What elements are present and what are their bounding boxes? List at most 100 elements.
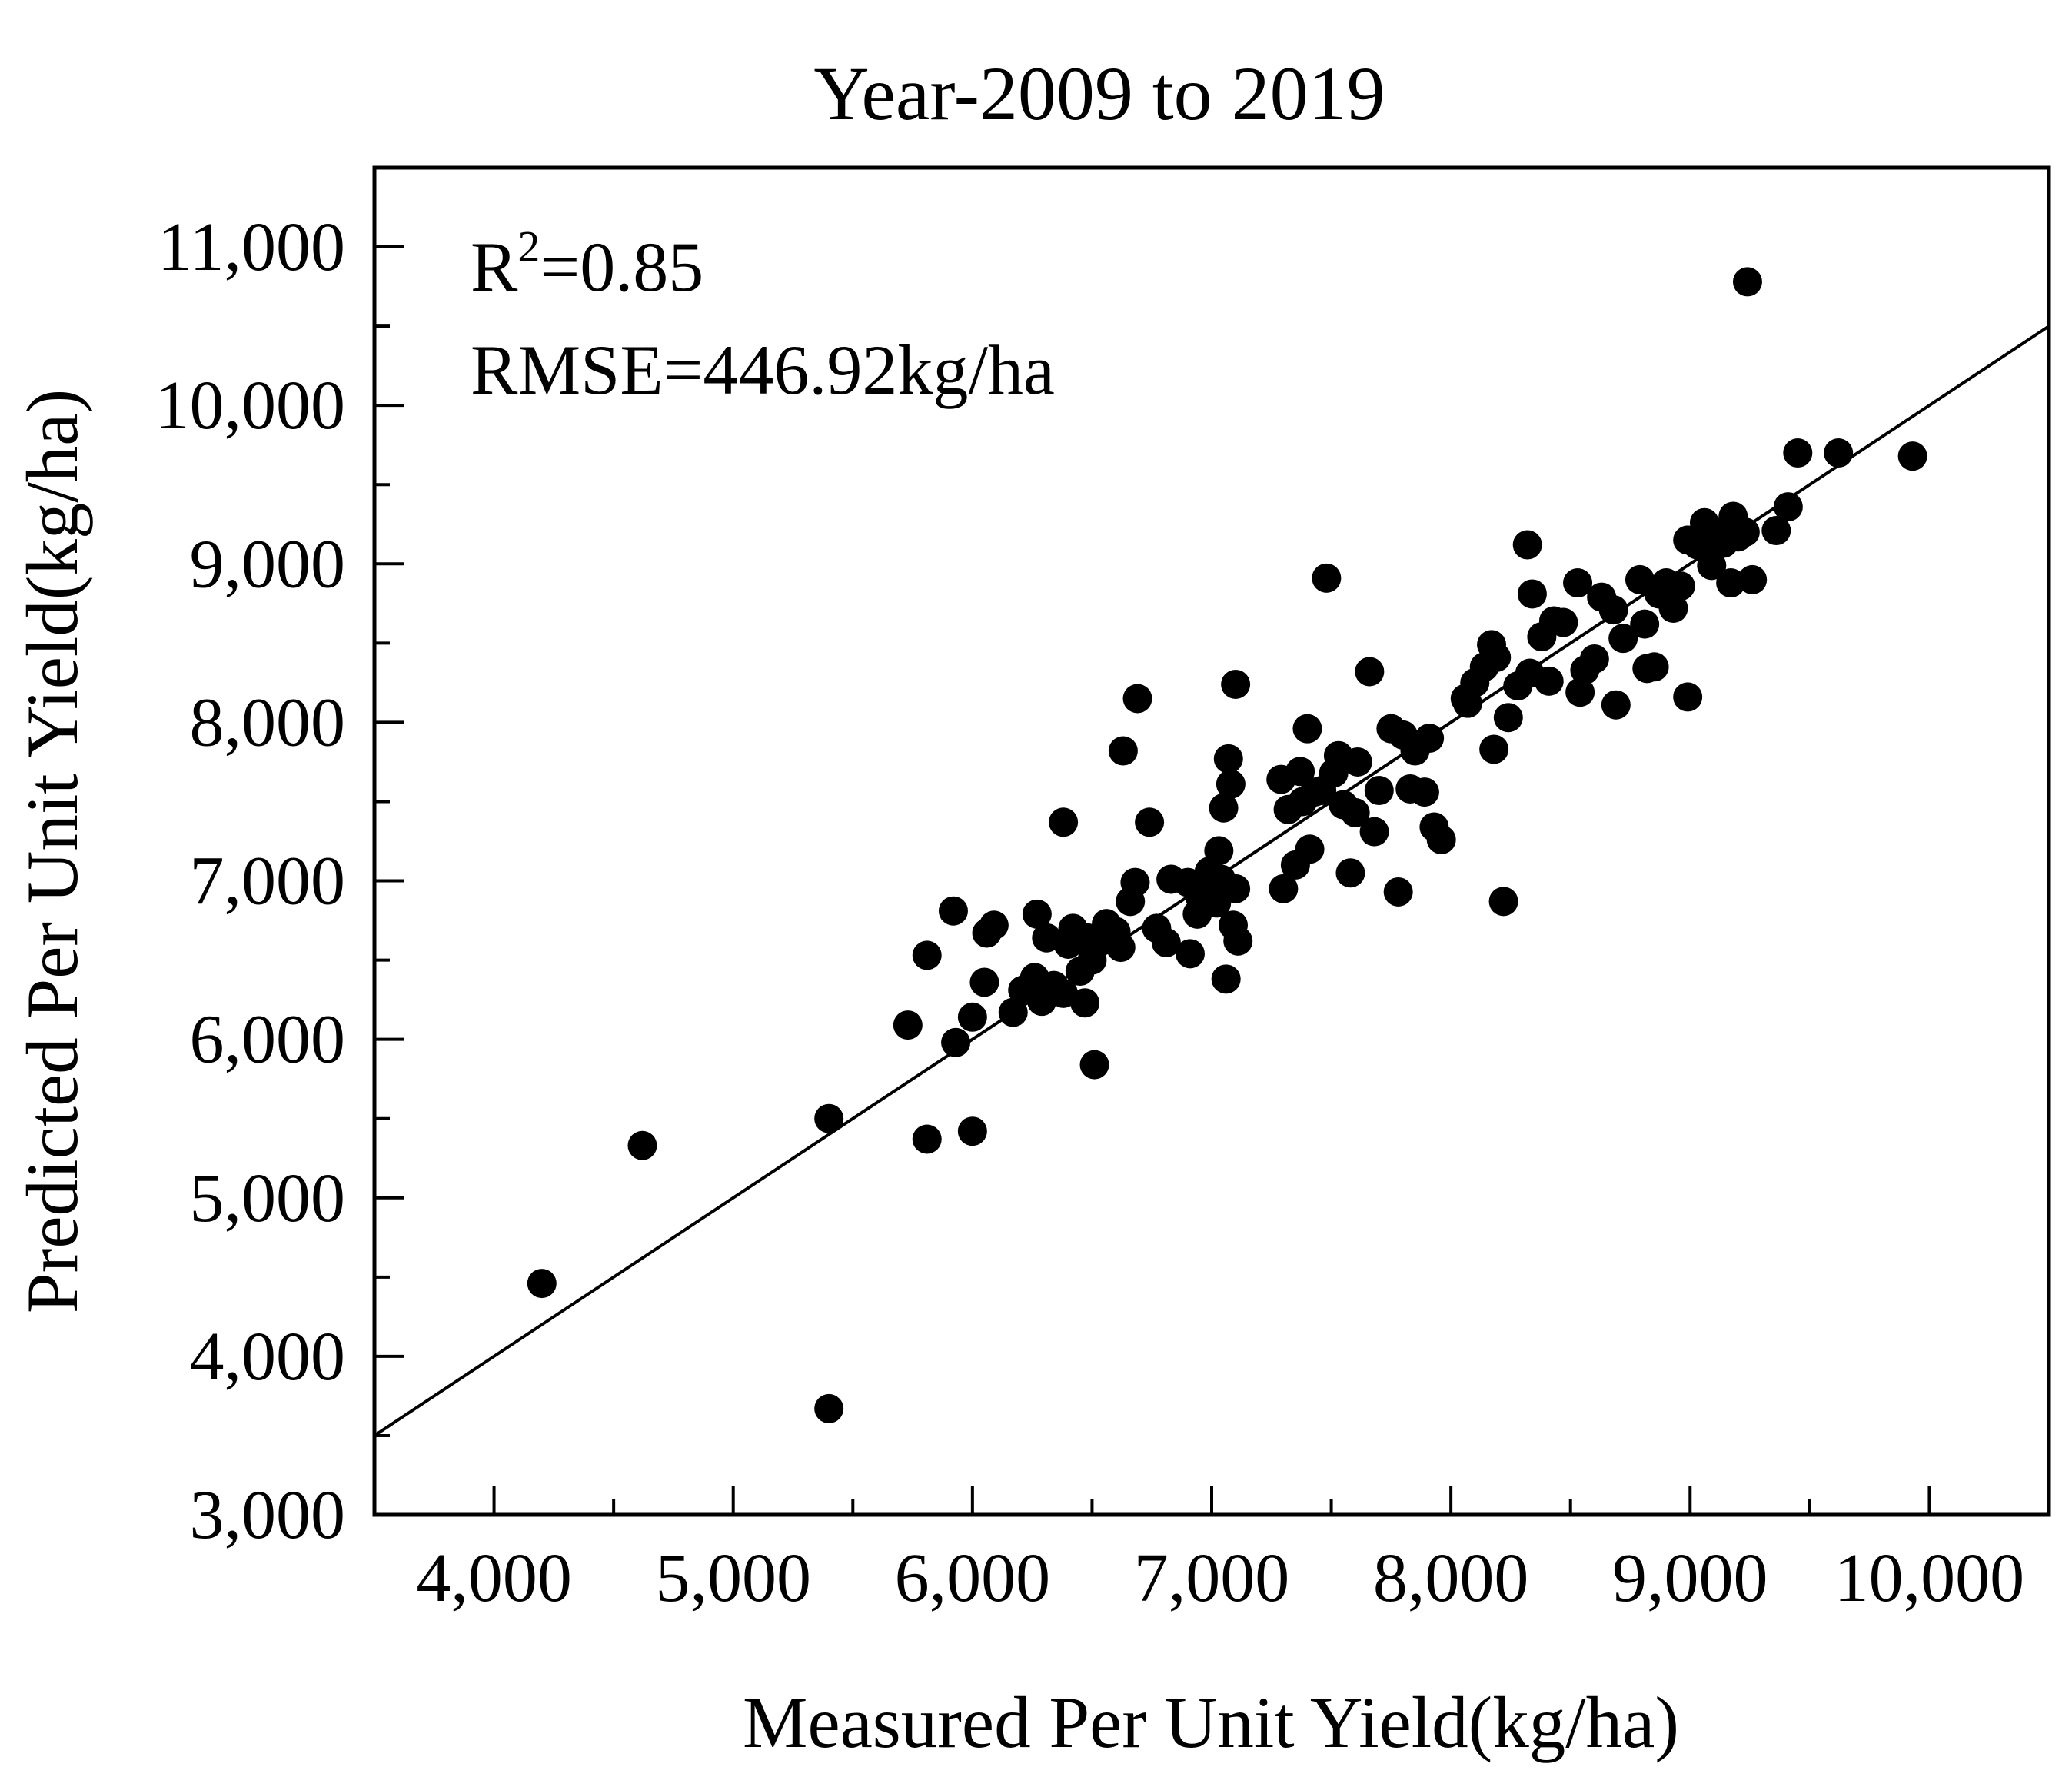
data-point: [912, 940, 942, 970]
data-point: [1340, 797, 1370, 827]
y-tick-label: 8,000: [190, 684, 346, 760]
data-point: [1601, 690, 1631, 720]
data-point: [1070, 988, 1100, 1018]
data-point: [1355, 657, 1385, 687]
data-point: [1269, 874, 1299, 903]
data-point: [1122, 684, 1152, 714]
data-point: [1479, 734, 1509, 764]
r2-superscript: 2: [517, 221, 540, 271]
data-point: [1049, 807, 1079, 837]
data-point: [1608, 624, 1638, 654]
data-point: [1415, 724, 1445, 754]
data-point: [814, 1393, 844, 1423]
data-point: [1897, 441, 1927, 471]
data-point: [1175, 939, 1205, 969]
data-point: [1342, 747, 1372, 777]
y-tick-label: 4,000: [190, 1319, 346, 1395]
data-point: [1285, 757, 1315, 787]
x-tick-label: 4,000: [416, 1540, 572, 1616]
data-point: [1312, 563, 1342, 593]
data-point: [1383, 877, 1413, 907]
data-point: [998, 997, 1028, 1027]
data-point: [1426, 824, 1456, 854]
data-point: [1211, 964, 1241, 994]
chart-title: Year-2009 to 2019: [813, 51, 1385, 136]
y-tick-label: 6,000: [190, 1002, 346, 1078]
data-point: [527, 1269, 557, 1299]
data-point: [1409, 777, 1439, 807]
y-tick-label: 7,000: [190, 844, 346, 920]
x-tick-label: 6,000: [895, 1540, 1051, 1616]
data-point: [1204, 836, 1234, 866]
data-point: [1732, 267, 1762, 297]
data-point: [1151, 927, 1181, 957]
plot-frame: [372, 165, 2051, 1517]
data-point: [1488, 887, 1518, 917]
y-tick-label: 10,000: [155, 368, 346, 444]
data-point: [1579, 644, 1609, 674]
data-point: [1223, 926, 1253, 956]
y-tick-label: 11,000: [158, 209, 345, 285]
axis-tick-labels: 4,000 5,000 6,000 7,000 8,000 9,000 10,000 3,00…: [155, 209, 2025, 1616]
data-point: [957, 1002, 987, 1032]
x-axis-label: Measured Per Unit Yield(kg/ha): [743, 1682, 1679, 1763]
data-point: [1630, 609, 1660, 639]
data-point: [814, 1103, 844, 1133]
data-point: [1482, 642, 1512, 672]
data-point: [1108, 736, 1138, 766]
rmse-annotation: RMSE=446.92kg/ha: [471, 331, 1055, 409]
data-point: [1534, 666, 1564, 696]
x-tick-label: 9,000: [1612, 1540, 1768, 1616]
data-point: [1738, 564, 1768, 594]
y-axis-label: Predicted Per Unit Yield(kg/ha): [12, 389, 93, 1313]
data-point: [1335, 858, 1365, 888]
r2-annotation: R2=0.85: [471, 221, 703, 306]
x-tick-label: 10,000: [1834, 1540, 2025, 1616]
x-tick-label: 8,000: [1373, 1540, 1529, 1616]
y-tick-label: 3,000: [190, 1477, 346, 1553]
data-point: [1493, 703, 1523, 733]
data-point: [1548, 607, 1578, 637]
data-point: [1773, 492, 1803, 522]
data-point: [938, 896, 968, 926]
data-point: [1359, 817, 1389, 847]
data-point: [941, 1027, 971, 1057]
data-point: [1135, 807, 1165, 837]
data-point: [893, 1010, 923, 1040]
data-point: [1598, 595, 1628, 625]
data-point: [1665, 571, 1695, 601]
data-point: [969, 967, 999, 997]
y-tick-label: 9,000: [190, 526, 346, 602]
r2-base: R: [471, 228, 518, 306]
data-point: [1106, 933, 1136, 963]
data-point: [1761, 516, 1791, 546]
data-point: [1120, 867, 1150, 897]
data-point: [1716, 568, 1746, 598]
data-point: [979, 910, 1009, 940]
data-point: [912, 1124, 942, 1154]
data-point: [1783, 438, 1813, 468]
data-point: [1364, 776, 1394, 806]
data-point: [1209, 793, 1239, 823]
data-point: [1639, 652, 1669, 682]
data-point: [1565, 677, 1595, 707]
data-point: [1295, 834, 1325, 864]
x-tick-label: 7,000: [1134, 1540, 1290, 1616]
data-point: [1697, 551, 1727, 581]
y-tick-label: 5,000: [190, 1160, 346, 1236]
data-point: [1563, 568, 1593, 598]
data-point: [1213, 744, 1243, 774]
data-point: [1658, 594, 1688, 624]
scatter-points: [527, 267, 1927, 1423]
data-point: [957, 1116, 987, 1146]
data-point: [1221, 669, 1251, 699]
data-point: [627, 1130, 657, 1160]
data-point: [1517, 579, 1547, 609]
r2-value: =0.85: [540, 228, 703, 306]
data-point: [1079, 1050, 1109, 1080]
x-tick-label: 5,000: [655, 1540, 811, 1616]
data-point: [1730, 517, 1760, 547]
data-point: [1216, 769, 1246, 799]
data-point: [1824, 438, 1854, 468]
